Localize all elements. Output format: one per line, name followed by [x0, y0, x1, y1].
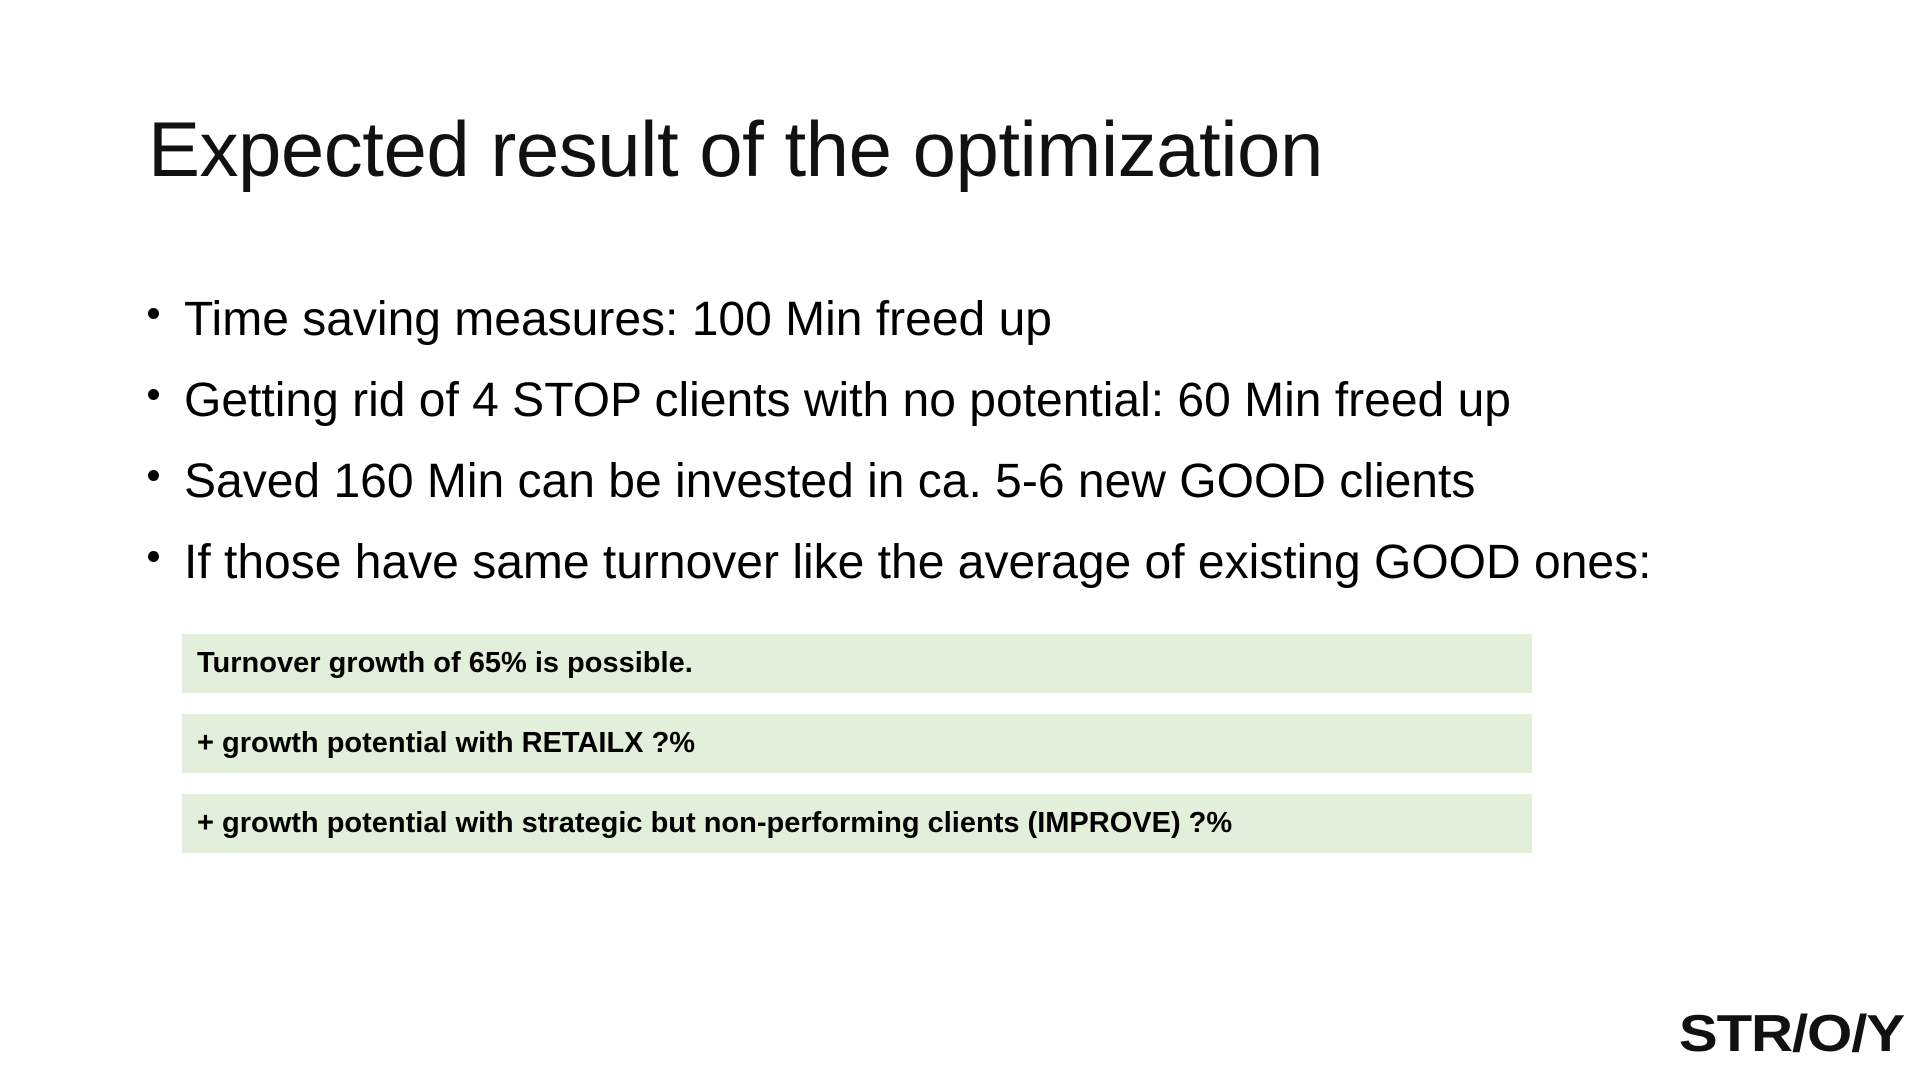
bullet-text: Getting rid of 4 STOP clients with no po…	[184, 374, 1511, 427]
bullet-dot-icon	[148, 308, 159, 319]
bullet-item: Getting rid of 4 STOP clients with no po…	[148, 377, 1651, 458]
brand-logo: STR/O/Y	[1678, 1005, 1905, 1063]
bullet-item: Saved 160 Min can be invested in ca. 5-6…	[148, 458, 1651, 539]
bullet-item: Time saving measures: 100 Min freed up	[148, 296, 1651, 377]
bullet-item: If those have same turnover like the ave…	[148, 539, 1651, 620]
bullet-list: Time saving measures: 100 Min freed up G…	[148, 296, 1651, 620]
highlight-box-retailx: + growth potential with RETAILX ?%	[182, 714, 1532, 773]
highlight-box-turnover-growth: Turnover growth of 65% is possible.	[182, 634, 1532, 693]
slide-title: Expected result of the optimization	[148, 105, 1323, 193]
bullet-dot-icon	[148, 551, 159, 562]
bullet-text: Time saving measures: 100 Min freed up	[184, 293, 1052, 346]
bullet-dot-icon	[148, 389, 159, 400]
bullet-text: If those have same turnover like the ave…	[184, 536, 1652, 589]
highlight-box-group: Turnover growth of 65% is possible. + gr…	[182, 634, 1532, 874]
bullet-text: Saved 160 Min can be invested in ca. 5-6…	[184, 455, 1476, 508]
bullet-dot-icon	[148, 470, 159, 481]
highlight-box-improve: + growth potential with strategic but no…	[182, 794, 1532, 853]
